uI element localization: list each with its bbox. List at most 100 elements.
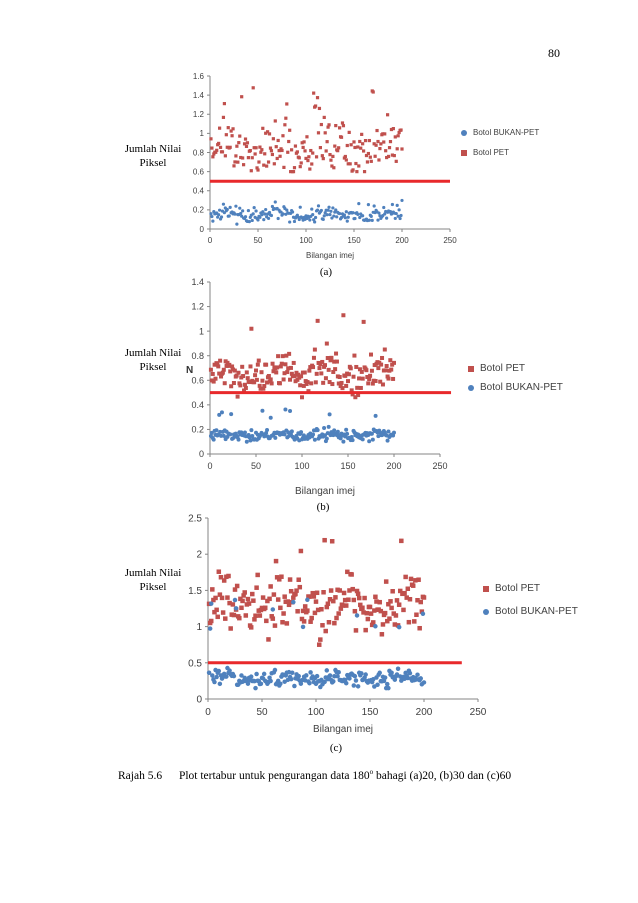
x-tick-label: 200 [395, 236, 409, 245]
x-tick-label: 150 [362, 707, 379, 718]
pet-point-a [314, 104, 318, 108]
pet-point-c [403, 574, 408, 580]
pet-point-a [261, 126, 265, 130]
pet-point-b [385, 374, 390, 379]
bukan-pet-point-a [218, 208, 222, 212]
pet-point-b [244, 370, 249, 375]
pet-point-b [333, 367, 338, 372]
pet-point-a [360, 132, 364, 136]
pet-point-c [305, 608, 310, 613]
pet-point-b [287, 351, 292, 356]
bukan-pet-point-b [323, 433, 327, 438]
pet-point-b [313, 380, 318, 385]
pet-point-b [264, 362, 269, 367]
pet-point-c [334, 615, 339, 621]
pet-point-a [359, 146, 363, 150]
pet-point-c [255, 572, 260, 578]
pet-point-b [280, 354, 285, 359]
pet-point-a [273, 119, 277, 123]
pet-point-a [334, 123, 338, 128]
bukan-pet-point-b [218, 429, 223, 434]
y-tick-label: 0 [199, 449, 204, 459]
bukan-pet-point-c [207, 626, 213, 631]
pet-point-a [362, 170, 367, 174]
pet-point-a [292, 166, 297, 170]
bukan-pet-point-c [300, 624, 306, 630]
pet-point-c [365, 616, 371, 622]
pet-point-a [256, 168, 260, 172]
pet-point-c [408, 576, 414, 582]
pet-point-a [388, 139, 393, 144]
bukan-pet-point-a [328, 212, 332, 217]
pet-point-a [215, 148, 219, 152]
x-tick-label: 150 [347, 236, 361, 245]
pet-point-a [325, 140, 329, 144]
bukan-pet-point-c [322, 679, 327, 685]
pet-point-c [378, 608, 384, 614]
bukan-pet-point-b [344, 427, 349, 432]
pet-point-a [283, 123, 287, 127]
pet-point-c [226, 573, 231, 579]
bukan-pet-point-b [299, 430, 304, 435]
bukan-pet-point-a [395, 203, 399, 207]
pet-point-a [274, 145, 278, 149]
bukan-pet-point-a [250, 218, 254, 223]
pet-point-c [322, 537, 327, 543]
bukan-pet-point-c [396, 624, 402, 630]
y-tick-label: 1.6 [193, 72, 205, 81]
pet-point-b [260, 378, 265, 383]
pet-point-a [236, 160, 240, 164]
pet-point-c [367, 604, 373, 610]
bukan-pet-point-b [326, 424, 331, 429]
bukan-pet-point-a [327, 205, 331, 209]
pet-point-b [341, 313, 346, 318]
pet-point-c [309, 615, 314, 621]
x-tick-label: 50 [256, 707, 268, 718]
bukan-pet-point-b [250, 434, 255, 439]
pet-point-c [314, 590, 320, 596]
pet-point-a [223, 154, 227, 158]
pet-point-c [294, 588, 299, 593]
bukan-pet-point-c [252, 678, 257, 684]
bukan-pet-point-a [267, 210, 272, 215]
pet-point-b [247, 380, 252, 385]
bukan-pet-point-c [239, 673, 244, 678]
pet-point-c [419, 609, 425, 614]
bukan-pet-point-a [353, 216, 357, 221]
pet-point-c [313, 599, 319, 604]
pet-point-b [311, 365, 316, 370]
pet-point-a [314, 155, 319, 159]
bukan-pet-point-b [385, 438, 390, 443]
pet-point-a [301, 145, 305, 150]
pet-point-b [254, 377, 259, 382]
pet-point-a [253, 152, 257, 156]
pet-point-b [361, 319, 366, 324]
bukan-pet-point-a [241, 209, 245, 213]
pet-point-c [415, 597, 420, 603]
pet-point-b [320, 359, 325, 364]
pet-point-a [333, 144, 337, 148]
pet-point-a [358, 139, 362, 144]
pet-point-a [298, 165, 302, 169]
pet-point-a [254, 146, 258, 150]
pet-point-a [337, 146, 341, 150]
bukan-pet-point-c [395, 666, 401, 671]
pet-point-b [276, 354, 281, 359]
bukan-pet-point-b [367, 439, 372, 444]
pet-point-a [367, 138, 371, 143]
pet-point-b [289, 371, 294, 376]
pet-point-a [281, 134, 285, 138]
pet-point-a [239, 155, 243, 160]
pet-point-c [271, 592, 277, 597]
pet-point-c [302, 604, 308, 609]
pet-point-c [399, 538, 404, 544]
pet-point-c [272, 623, 278, 628]
pet-point-c [232, 587, 238, 592]
pet-point-b [391, 376, 396, 381]
pet-point-b [288, 365, 293, 370]
bukan-pet-point-b [236, 437, 241, 442]
bukan-pet-point-c [359, 671, 364, 676]
legend-b-item-1: Botol PET [468, 363, 563, 374]
legend-c: Botol PET Botol BUKAN-PET [483, 583, 578, 617]
